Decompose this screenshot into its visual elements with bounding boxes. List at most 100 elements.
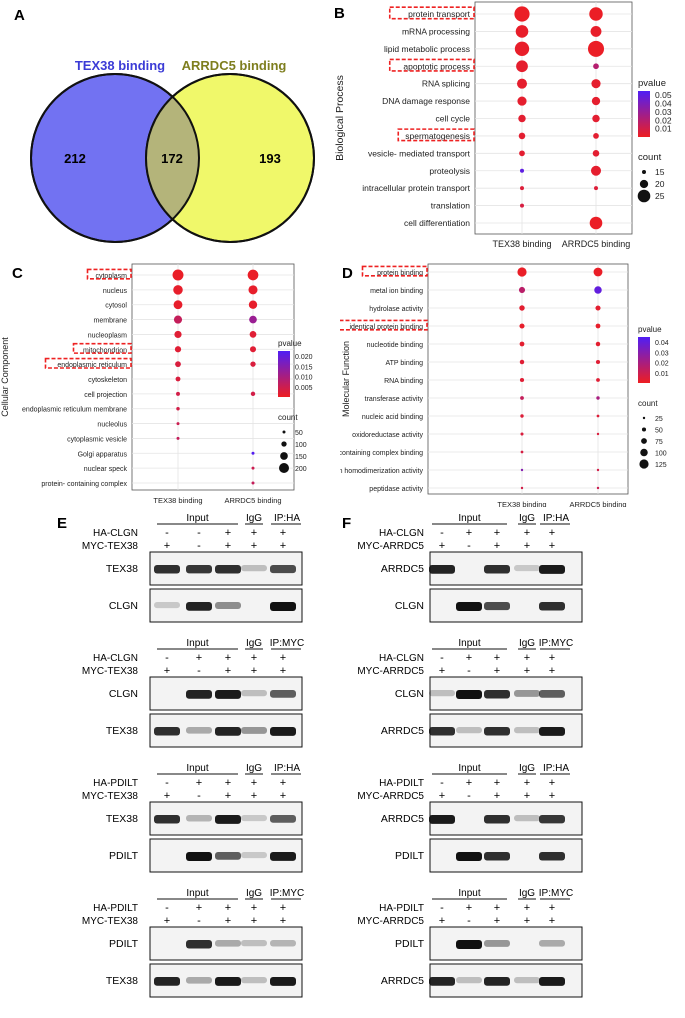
count-legend-label: 20 — [655, 179, 665, 189]
treatment-sign: - — [165, 902, 169, 914]
treatment-label-myc: MYC-ARRDC5 — [357, 791, 424, 802]
blot-band — [456, 977, 482, 984]
term-label: ATP binding — [386, 360, 424, 367]
data-point — [520, 186, 524, 191]
blot-band — [270, 977, 296, 986]
count-legend-label: 50 — [655, 428, 663, 435]
blot-strip — [149, 926, 303, 961]
pvalue-tick: 0.015 — [295, 364, 313, 371]
venn-left-title: TEX38 binding — [75, 58, 165, 73]
blot-band — [456, 690, 482, 699]
treatment-sign: + — [280, 777, 286, 789]
data-point — [175, 361, 181, 368]
treatment-sign: + — [251, 665, 257, 677]
treatment-sign: + — [280, 652, 286, 664]
term-label: cell differentiation — [404, 218, 470, 228]
treatment-sign: - — [197, 540, 201, 552]
blot-band — [484, 815, 510, 824]
treatment-label-ha: HA-PDILT — [93, 903, 138, 914]
treatment-sign: + — [251, 915, 257, 927]
section-label-input: Input — [458, 638, 480, 649]
data-point — [596, 414, 600, 418]
dotplot-cellular-component: C cytoplasm nucleus cytosol membrane nucleop… — [0, 263, 313, 505]
term-label: translation — [431, 201, 470, 211]
blot-band — [484, 940, 510, 947]
treatment-sign: + — [164, 665, 170, 677]
data-point — [519, 323, 525, 329]
treatment-sign: + — [494, 665, 500, 677]
panel-letter-b: B — [334, 5, 345, 22]
data-point — [594, 286, 602, 294]
data-point — [595, 305, 601, 311]
treatment-sign: + — [439, 665, 445, 677]
section-label-ip: IP:MYC — [539, 638, 573, 649]
data-point — [590, 25, 602, 37]
count-legend-dot — [639, 179, 649, 189]
blot-band — [215, 565, 241, 574]
blot-row-label: PDILT — [109, 850, 139, 862]
data-point — [520, 203, 524, 208]
blot-band — [241, 815, 267, 822]
blot-band — [484, 977, 510, 986]
term-label: nucleus — [103, 288, 128, 295]
treatment-sign: + — [549, 902, 555, 914]
count-legend-label: 15 — [655, 167, 665, 177]
blot-band — [270, 565, 296, 574]
treatment-sign: + — [524, 915, 530, 927]
blot-band — [215, 727, 241, 736]
pvalue-tick: 0.02 — [655, 115, 672, 125]
treatment-sign: - — [440, 527, 444, 539]
data-point — [596, 396, 600, 400]
term-label: endoplasmic reticulum — [57, 362, 127, 369]
data-point — [174, 330, 182, 339]
blot-band — [241, 940, 267, 947]
treatment-sign: + — [549, 527, 555, 539]
treatment-sign: + — [225, 652, 231, 664]
treatment-label-ha: HA-CLGN — [93, 653, 138, 664]
blot-row-label: TEX38 — [106, 563, 138, 575]
treatment-sign: + — [494, 777, 500, 789]
term-label: cell cycle — [436, 114, 471, 124]
highlight-box — [72, 342, 132, 354]
treatment-sign: - — [197, 790, 201, 802]
panel-letter-e: E — [57, 515, 67, 532]
data-point — [247, 269, 259, 281]
treatment-sign: + — [225, 665, 231, 677]
term-label: cell projection — [84, 392, 127, 399]
blot-band — [186, 940, 212, 949]
count-legend-dot — [642, 170, 646, 174]
treatment-label-ha: HA-CLGN — [379, 653, 424, 664]
treatment-sign: + — [225, 902, 231, 914]
treatment-label-ha: HA-PDILT — [379, 903, 424, 914]
blot-band — [429, 565, 455, 574]
venn-overlap-count: 172 — [161, 151, 183, 166]
venn-left-outline — [30, 73, 200, 243]
blot-band — [539, 690, 565, 698]
treatment-label-ha: HA-PDILT — [379, 778, 424, 789]
y-axis-label: Molecular Function — [341, 341, 351, 417]
data-point — [593, 63, 599, 70]
highlight-box — [44, 357, 132, 369]
data-point — [176, 391, 180, 396]
treatment-sign: + — [466, 652, 472, 664]
blot-band — [539, 852, 565, 861]
term-label: nucleotide binding — [367, 342, 424, 349]
blot-band — [215, 690, 241, 699]
data-point — [249, 346, 257, 353]
panel-letter-d: D — [342, 265, 353, 282]
treatment-sign: + — [439, 790, 445, 802]
treatment-sign: + — [466, 777, 472, 789]
blot-band — [429, 815, 455, 824]
panel-letter-f: F — [342, 515, 351, 532]
blot-row-label: TEX38 — [106, 975, 138, 987]
treatment-sign: - — [467, 540, 471, 552]
blot-band — [429, 727, 455, 736]
legend-count-title: count — [638, 399, 658, 408]
data-point — [596, 378, 600, 382]
count-legend-dot — [279, 463, 289, 473]
term-label: hydrolase activity — [369, 306, 423, 313]
blot-band — [514, 977, 540, 984]
term-label: nuclear speck — [84, 466, 128, 473]
blot-row-label: CLGN — [109, 688, 138, 700]
pvalue-tick: 0.01 — [655, 371, 669, 378]
